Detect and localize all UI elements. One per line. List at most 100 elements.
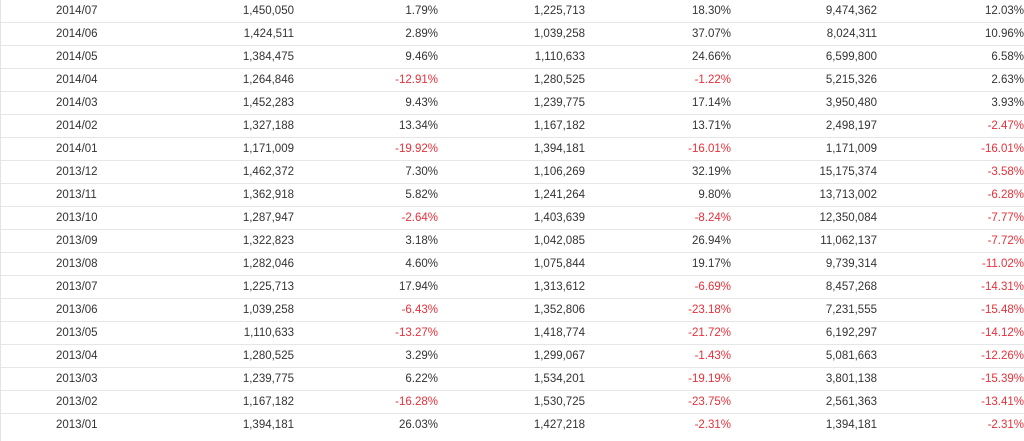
value-cell: 1,394,181 (438, 137, 585, 161)
change-cell: -13.41% (877, 390, 1024, 414)
table-row: 2014/07 1,450,050 1.79% 1,225,713 18.30% 9,47… (1, 0, 1024, 23)
cumulative-value-cell: 12,350,084 (731, 206, 877, 230)
table-row: 2014/06 1,424,511 2.89% 1,039,258 37.07% 8,02… (1, 22, 1024, 46)
cumulative-value-cell: 3,950,480 (731, 91, 877, 115)
value-cell: 1,280,525 (438, 68, 585, 92)
table-row: 2013/12 1,462,372 7.30% 1,106,269 32.19% 15,1… (1, 160, 1024, 184)
period-cell: 2013/08 (1, 252, 146, 276)
value-cell: 1,239,775 (438, 91, 585, 115)
value-cell: 1,075,844 (438, 252, 585, 276)
value-cell: 1,403,639 (438, 206, 585, 230)
change-cell: -2.31% (694, 419, 731, 431)
cumulative-value-cell: 15,175,374 (731, 160, 877, 184)
change-cell: -2.31% (987, 419, 1024, 431)
change-cell: 9.43% (294, 91, 438, 115)
change-cell: 2.63% (877, 68, 1024, 92)
change-cell: 37.07% (585, 22, 731, 46)
value-cell: 1,394,181 (242, 419, 294, 431)
cumulative-value-cell: 1,171,009 (731, 137, 877, 161)
change-cell: 26.94% (585, 229, 731, 253)
table-row: 2013/11 1,362,918 5.82% 1,241,264 9.80% 13,71… (1, 183, 1024, 207)
cumulative-value-cell: 5,215,326 (731, 68, 877, 92)
table-row: 2013/08 1,282,046 4.60% 1,075,844 19.17% 9,73… (1, 252, 1024, 276)
change-cell: 3.93% (877, 91, 1024, 115)
value-cell: 1,322,823 (146, 229, 294, 253)
period-cell: 2014/07 (1, 0, 146, 23)
change-cell: -1.43% (585, 344, 731, 368)
change-cell: 2.89% (294, 22, 438, 46)
period-cell: 2013/04 (1, 344, 146, 368)
change-cell: -6.69% (585, 275, 731, 299)
table-row: 2014/03 1,452,283 9.43% 1,239,775 17.14% 3,95… (1, 91, 1024, 115)
change-cell: -14.31% (877, 275, 1024, 299)
period-cell: 2013/01 (56, 419, 98, 431)
change-cell: 3.29% (294, 344, 438, 368)
value-cell: 1,239,775 (146, 367, 294, 391)
period-cell: 2013/12 (1, 160, 146, 184)
period-cell: 2013/09 (1, 229, 146, 253)
value-cell: 1,450,050 (146, 0, 294, 23)
value-cell: 1,241,264 (438, 183, 585, 207)
change-cell: -15.48% (877, 298, 1024, 322)
table-row: 2014/01 1,171,009 -19.92% 1,394,181 -16.01% 1… (1, 137, 1024, 161)
cumulative-value-cell: 11,062,137 (731, 229, 877, 253)
change-cell: 17.14% (585, 91, 731, 115)
change-cell: 7.30% (294, 160, 438, 184)
change-cell: -21.72% (585, 321, 731, 345)
value-cell: 1,327,188 (146, 114, 294, 138)
change-cell: 9.80% (585, 183, 731, 207)
cumulative-value-cell: 2,498,197 (731, 114, 877, 138)
value-cell: 1,042,085 (438, 229, 585, 253)
change-cell: -8.24% (585, 206, 731, 230)
value-cell: 1,039,258 (146, 298, 294, 322)
value-cell: 1,362,918 (146, 183, 294, 207)
value-cell: 1,287,947 (146, 206, 294, 230)
cumulative-value-cell: 8,457,268 (731, 275, 877, 299)
period-cell: 2013/11 (1, 183, 146, 207)
period-cell: 2013/05 (1, 321, 146, 345)
change-cell: 6.22% (294, 367, 438, 391)
period-cell: 2014/04 (1, 68, 146, 92)
value-cell: 1,167,182 (146, 390, 294, 414)
period-cell: 2014/05 (1, 45, 146, 69)
cumulative-value-cell: 13,713,002 (731, 183, 877, 207)
change-cell: -23.18% (585, 298, 731, 322)
change-cell: 24.66% (585, 45, 731, 69)
change-cell: 9.46% (294, 45, 438, 69)
table-row: 2013/09 1,322,823 3.18% 1,042,085 26.94% 11,0… (1, 229, 1024, 253)
cumulative-value-cell: 9,739,314 (731, 252, 877, 276)
change-cell: -12.26% (877, 344, 1024, 368)
value-cell: 1,225,713 (146, 275, 294, 299)
value-cell: 1,299,067 (438, 344, 585, 368)
cumulative-value-cell: 1,394,181 (825, 419, 877, 431)
value-cell: 1,039,258 (438, 22, 585, 46)
table-row: 2014/02 1,327,188 13.34% 1,167,182 13.71% 2,4… (1, 114, 1024, 138)
table-row: 2013/02 1,167,182 -16.28% 1,530,725 -23.75% 2… (1, 390, 1024, 414)
change-cell: 32.19% (585, 160, 731, 184)
cumulative-value-cell: 5,081,663 (731, 344, 877, 368)
value-cell: 1,452,283 (146, 91, 294, 115)
table-row: 2013/05 1,110,633 -13.27% 1,418,774 -21.72% 6… (1, 321, 1024, 345)
table-row: 2014/05 1,384,475 9.46% 1,110,633 24.66% 6,59… (1, 45, 1024, 69)
change-cell: 6.58% (877, 45, 1024, 69)
change-cell: -12.91% (294, 68, 438, 92)
change-cell: 26.03% (398, 419, 438, 431)
table-row: 2013/10 1,287,947 -2.64% 1,403,639 -8.24% 12,… (1, 206, 1024, 230)
change-cell: 13.71% (585, 114, 731, 138)
table-row: 2014/04 1,264,846 -12.91% 1,280,525 -1.22% 5,… (1, 68, 1024, 92)
period-cell: 2014/01 (1, 137, 146, 161)
period-cell: 2014/06 (1, 22, 146, 46)
value-cell: 1,427,218 (533, 419, 585, 431)
value-cell: 1,313,612 (438, 275, 585, 299)
cumulative-value-cell: 6,599,800 (731, 45, 877, 69)
change-cell: -13.27% (294, 321, 438, 345)
period-cell: 2013/06 (1, 298, 146, 322)
period-cell: 2013/07 (1, 275, 146, 299)
change-cell: 12.03% (877, 0, 1024, 23)
change-cell: -16.01% (877, 137, 1024, 161)
period-cell: 2014/02 (1, 114, 146, 138)
value-cell: 1,264,846 (146, 68, 294, 92)
